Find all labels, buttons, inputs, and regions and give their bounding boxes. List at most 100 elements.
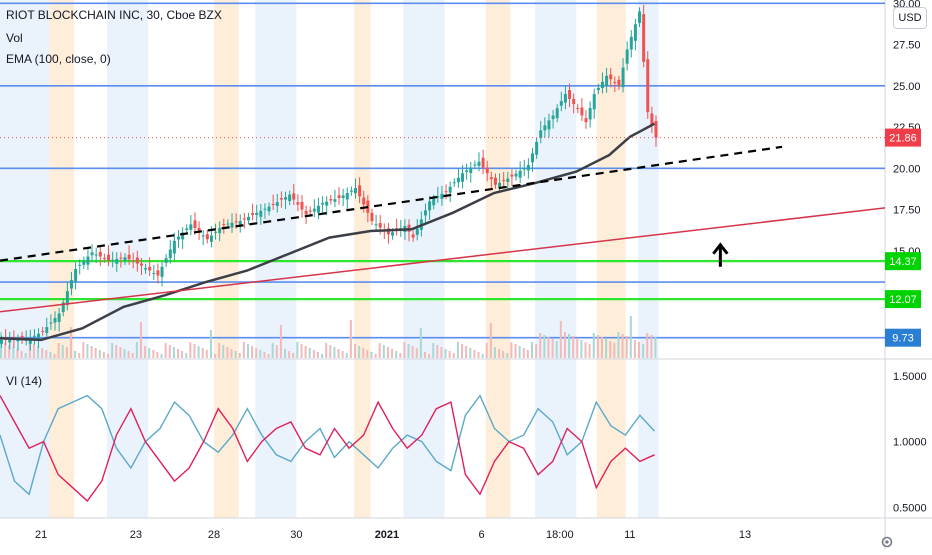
volume-bar bbox=[477, 352, 480, 358]
volume-bar bbox=[139, 322, 142, 358]
session-band bbox=[535, 0, 577, 518]
candle-body bbox=[32, 335, 36, 337]
volume-bar bbox=[78, 353, 81, 358]
volume-bar bbox=[473, 350, 476, 358]
candle-body bbox=[164, 258, 168, 263]
candle-body bbox=[308, 210, 312, 212]
volume-bar bbox=[177, 349, 179, 358]
volume-bar bbox=[41, 348, 44, 358]
volume-bar bbox=[613, 343, 616, 358]
gear-icon[interactable] bbox=[880, 535, 894, 549]
time-tick-label: 13 bbox=[739, 529, 751, 541]
time-tick-label: 28 bbox=[208, 529, 220, 541]
volume-bar bbox=[625, 336, 628, 358]
volume-legend[interactable]: Vol bbox=[6, 31, 23, 45]
volume-bar bbox=[498, 349, 501, 358]
candle-body bbox=[526, 164, 530, 171]
volume-bar bbox=[485, 343, 488, 358]
volume-bar bbox=[127, 351, 130, 358]
ema-legend[interactable]: EMA (100, close, 0) bbox=[6, 52, 111, 66]
volume-bar bbox=[650, 335, 653, 358]
candle-body bbox=[600, 81, 604, 88]
volume-bar bbox=[600, 337, 603, 358]
volume-bar bbox=[20, 351, 23, 358]
volume-bar bbox=[275, 345, 278, 358]
price-tick-label: 20.00 bbox=[893, 163, 921, 175]
volume-bar bbox=[300, 344, 303, 358]
volume-bar bbox=[411, 346, 414, 358]
volume-bar bbox=[580, 340, 583, 358]
candle-body bbox=[222, 224, 226, 226]
candle-body bbox=[370, 212, 374, 222]
candle-body bbox=[325, 201, 329, 206]
volume-bar bbox=[428, 354, 431, 358]
volume-bar bbox=[543, 335, 546, 358]
volume-bar bbox=[251, 346, 254, 358]
candle-body bbox=[452, 182, 456, 184]
volume-bar bbox=[333, 347, 336, 358]
candle-body bbox=[638, 11, 642, 23]
candle-body bbox=[139, 263, 143, 266]
volume-bar bbox=[259, 350, 262, 358]
candle-body bbox=[543, 125, 547, 131]
currency-badge[interactable]: USD bbox=[893, 7, 927, 29]
candle-body bbox=[111, 259, 115, 261]
candle-body bbox=[506, 178, 510, 182]
candle-body bbox=[572, 98, 576, 104]
volume-bar bbox=[588, 344, 591, 358]
volume-bar bbox=[304, 346, 307, 358]
time-tick-label: 11 bbox=[624, 529, 635, 541]
candle-body bbox=[642, 14, 646, 62]
volume-bar bbox=[605, 339, 608, 358]
candle-body bbox=[82, 260, 86, 265]
candle-body bbox=[284, 197, 288, 200]
volume-bar bbox=[152, 350, 155, 358]
volume-bar bbox=[292, 353, 295, 358]
candle-body bbox=[415, 228, 419, 235]
candle-body bbox=[115, 259, 119, 264]
candle-body bbox=[45, 327, 49, 333]
candle-body bbox=[119, 257, 123, 259]
candle-body bbox=[246, 216, 250, 221]
candle-body bbox=[267, 206, 271, 212]
volume-bar bbox=[284, 349, 287, 358]
volume-bar bbox=[358, 346, 361, 358]
volume-bar bbox=[135, 342, 138, 358]
volume-bar bbox=[263, 352, 266, 358]
volume-bar bbox=[86, 344, 89, 358]
volume-bar bbox=[234, 351, 237, 358]
volume-bar bbox=[382, 345, 385, 358]
candle-body bbox=[57, 313, 61, 322]
volume-bar bbox=[288, 351, 291, 358]
volume-bar bbox=[629, 316, 632, 358]
candle-body bbox=[312, 208, 316, 212]
candle-body bbox=[37, 333, 41, 339]
candle-body bbox=[271, 203, 275, 205]
candle-body bbox=[613, 81, 617, 83]
candle-body bbox=[378, 223, 382, 228]
candle-body bbox=[238, 221, 242, 225]
volume-bar bbox=[230, 349, 233, 358]
candle-body bbox=[177, 236, 180, 240]
volume-bar bbox=[131, 353, 134, 358]
vi-tick-label: 0.5000 bbox=[893, 502, 927, 514]
volume-bar bbox=[514, 344, 517, 358]
candle-body bbox=[354, 188, 357, 194]
candle-body bbox=[275, 202, 279, 206]
volume-bar bbox=[185, 353, 188, 358]
candle-body bbox=[411, 234, 415, 238]
volume-bar bbox=[510, 342, 513, 358]
volume-bar bbox=[452, 353, 455, 358]
volume-bar bbox=[642, 344, 645, 358]
candle-body bbox=[131, 260, 135, 262]
candle-body bbox=[625, 49, 629, 64]
candle-body bbox=[152, 273, 156, 275]
candle-body bbox=[288, 194, 292, 202]
vi-legend[interactable]: VI (14) bbox=[6, 374, 43, 388]
candle-body bbox=[61, 302, 65, 313]
candle-body bbox=[94, 254, 98, 256]
volume-bar bbox=[345, 353, 348, 358]
candle-body bbox=[605, 75, 609, 86]
